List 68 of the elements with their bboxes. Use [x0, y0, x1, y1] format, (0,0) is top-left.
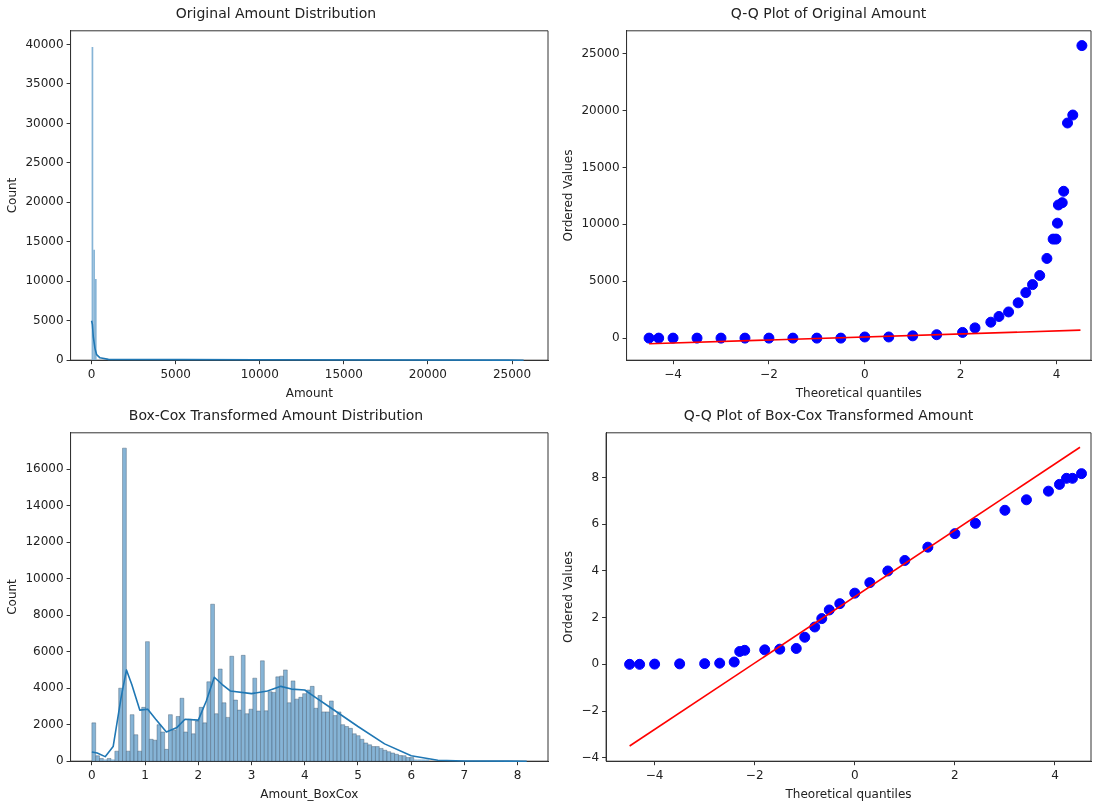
y-tick-label: 5000 — [589, 273, 620, 288]
x-tick-label: 25000 — [492, 366, 532, 381]
x-tick-label: 15000 — [324, 366, 363, 381]
y-tick-label: 30000 — [25, 115, 64, 130]
y-tick-label: 10000 — [25, 570, 64, 585]
y-tick-label: 8 — [591, 469, 600, 484]
y-tick-label: 0 — [591, 656, 600, 671]
x-axis-title: Amount_BoxCox — [260, 786, 359, 801]
x-tick-label: −2 — [760, 366, 778, 381]
y-tick-label: 4000 — [33, 680, 64, 695]
x-tick-label: −4 — [664, 366, 682, 381]
x-tick-label: 2 — [956, 366, 965, 381]
y-tick-label: 40000 — [25, 36, 64, 51]
x-tick-label: 0 — [860, 366, 869, 381]
y-tick-label: 15000 — [581, 159, 620, 174]
y-tick-label: 2000 — [33, 716, 64, 731]
x-axis-title: Amount — [285, 385, 334, 400]
x-tick-label: 2 — [194, 767, 203, 782]
x-tick-label: 4 — [1052, 366, 1061, 381]
x-tick-label: −2 — [745, 767, 764, 782]
y-tick-label: 14000 — [25, 497, 64, 512]
y-tick-label: 10000 — [25, 273, 64, 288]
x-tick-label: 8 — [513, 767, 522, 782]
chart-title: Q-Q Plot of Box-Cox Transformed Amount — [683, 407, 974, 424]
x-tick-label: 4 — [300, 767, 309, 782]
y-axis-title: Count — [5, 578, 20, 615]
x-axis-title: Theoretical quantiles — [784, 786, 912, 801]
y-tick-label: 35000 — [25, 76, 64, 91]
y-tick-label: 20000 — [25, 194, 64, 209]
x-axis-title: Theoretical quantiles — [794, 385, 922, 400]
y-axis-title: Ordered Values — [561, 551, 576, 643]
x-tick-label: 1 — [141, 767, 149, 782]
x-tick-label: 2 — [951, 767, 959, 782]
x-tick-label: 20000 — [408, 366, 448, 381]
y-tick-label: 25000 — [25, 155, 64, 170]
y-tick-label: 15000 — [25, 233, 64, 248]
x-tick-label: 10000 — [240, 366, 279, 381]
y-axis-title: Ordered Values — [561, 149, 576, 242]
y-tick-label: 0 — [55, 352, 64, 367]
y-tick-label: 10000 — [581, 216, 620, 231]
x-tick-label: 3 — [247, 767, 256, 782]
y-tick-label: 6 — [591, 516, 600, 531]
x-tick-label: 0 — [88, 767, 96, 782]
chart-title: Original Amount Distribution — [175, 5, 377, 22]
chart-title: Q-Q Plot of Original Amount — [730, 5, 927, 22]
y-tick-label: −2 — [581, 703, 600, 718]
y-tick-label: 2 — [591, 609, 600, 624]
y-tick-label: 12000 — [25, 534, 64, 549]
x-tick-label: 0 — [87, 366, 96, 381]
y-tick-label: 5000 — [33, 312, 64, 327]
x-tick-label: 5 — [354, 767, 362, 782]
y-tick-label: 0 — [55, 753, 64, 768]
x-tick-label: −4 — [645, 767, 664, 782]
y-tick-label: 16000 — [25, 461, 64, 476]
y-axis-title: Count — [5, 177, 20, 214]
y-tick-label: 4 — [591, 563, 600, 578]
x-tick-label: 7 — [460, 767, 469, 782]
x-tick-label: 6 — [407, 767, 416, 782]
y-tick-label: 0 — [611, 330, 620, 345]
chart-title: Box-Cox Transformed Amount Distribution — [128, 407, 424, 424]
y-tick-label: −4 — [581, 749, 600, 764]
y-tick-label: 25000 — [581, 45, 620, 60]
y-tick-label: 20000 — [581, 102, 620, 117]
y-tick-label: 6000 — [33, 643, 64, 658]
y-tick-label: 8000 — [33, 607, 64, 622]
x-tick-label: 0 — [850, 767, 859, 782]
x-tick-label: 5000 — [160, 366, 191, 381]
x-tick-label: 4 — [1051, 767, 1059, 782]
